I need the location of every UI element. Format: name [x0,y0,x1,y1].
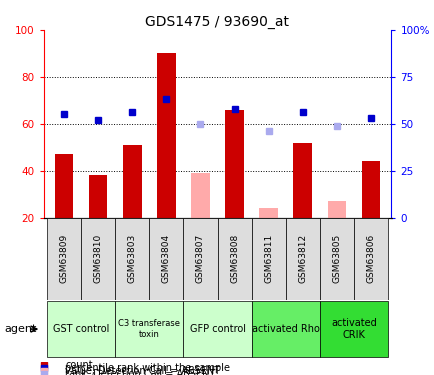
Text: GSM63809: GSM63809 [59,234,68,284]
Text: count: count [65,360,93,370]
Bar [319,217,353,300]
Bar [149,217,183,300]
Bar [89,176,107,217]
Text: GSM63803: GSM63803 [128,234,136,284]
Bar [225,110,243,218]
Text: GST control: GST control [53,324,109,334]
Bar [47,217,81,300]
Text: GSM63805: GSM63805 [332,234,341,284]
Bar [122,145,141,218]
Bar [47,301,115,357]
Text: value, Detection Call = ABSENT: value, Detection Call = ABSENT [65,366,220,375]
Bar [81,217,115,300]
Text: activated Rho: activated Rho [251,324,319,334]
Text: GFP control: GFP control [189,324,245,334]
Text: C3 transferase
toxin: C3 transferase toxin [118,320,180,339]
Text: GSM63806: GSM63806 [366,234,375,284]
Text: agent: agent [4,324,36,334]
Bar [251,217,285,300]
Bar [251,301,319,357]
Bar [327,201,345,217]
Bar [157,54,175,217]
Bar [115,217,149,300]
Bar [259,208,277,218]
Text: GSM63810: GSM63810 [93,234,102,284]
Bar [293,142,312,218]
Bar [353,217,387,300]
Text: GSM63812: GSM63812 [298,234,306,284]
Text: rank, Detection Call = ABSENT: rank, Detection Call = ABSENT [65,369,215,375]
Bar [54,154,73,218]
Bar [191,173,209,217]
Bar [115,301,183,357]
Text: GSM63807: GSM63807 [195,234,204,284]
Text: activated
CRIK: activated CRIK [330,318,376,340]
Bar [361,161,380,218]
Text: percentile rank within the sample: percentile rank within the sample [65,363,230,373]
Text: GSM63808: GSM63808 [230,234,239,284]
Bar [217,217,251,300]
Text: GSM63811: GSM63811 [263,234,273,284]
Text: GSM63804: GSM63804 [161,234,171,284]
Bar [285,217,319,300]
Bar [319,301,387,357]
Title: GDS1475 / 93690_at: GDS1475 / 93690_at [145,15,289,29]
Bar [183,217,217,300]
Bar [183,301,251,357]
